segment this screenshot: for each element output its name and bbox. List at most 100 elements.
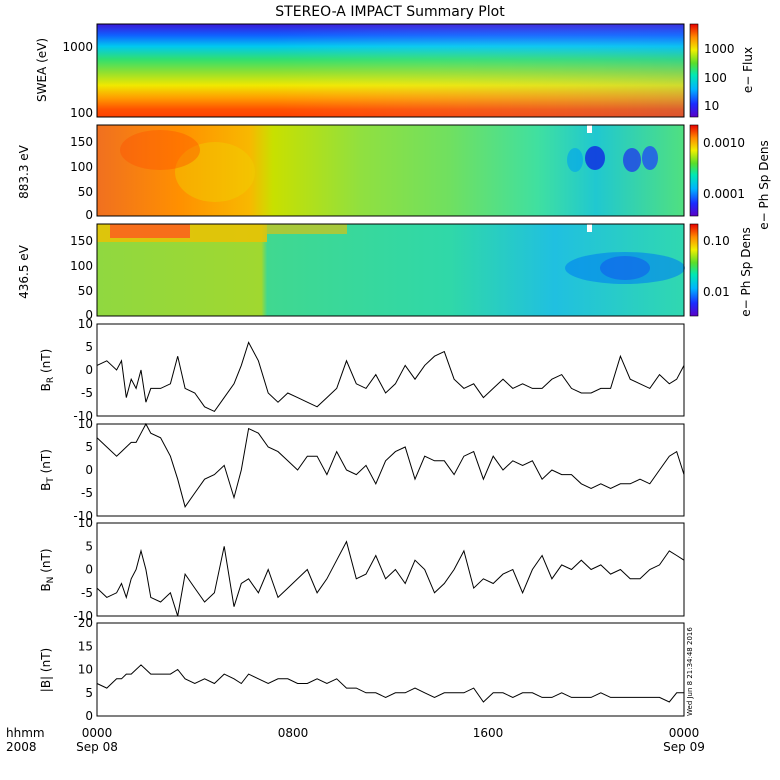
pad-436-ytick-100: 100 (70, 259, 93, 273)
creation-stamp: Wed Jun 8 21:34:48 2016 (686, 627, 694, 716)
br-panel-frame (96, 323, 685, 417)
bt-panel-frame (96, 423, 685, 517)
pad-883-colorbar (689, 124, 699, 217)
pad-436-cbar-tick-low: 0.01 (703, 285, 730, 299)
ytick-label: 5 (85, 340, 93, 354)
swea-cbar-tick-100: 100 (704, 71, 727, 85)
time-date-end: Sep 09 (663, 740, 705, 754)
ytick-label: -5 (81, 386, 93, 400)
ytick-label: 10 (78, 516, 93, 530)
ytick-label: 10 (78, 663, 93, 677)
pad-436-patch (110, 224, 190, 238)
bn-panel-frame (96, 522, 685, 617)
ytick-label: 5 (85, 539, 93, 553)
bmag-y-axis-label: |B| (nT) (39, 648, 53, 692)
bn-units: (nT) (39, 548, 53, 576)
ytick-label: 5 (85, 440, 93, 454)
bn-subscript: N (46, 577, 56, 584)
bn-ticks: 10 5 0 -5 -10 (73, 516, 93, 623)
bn-panel: 10 5 0 -5 -10 BN (nT) (39, 516, 685, 623)
pad-436-patch (600, 256, 650, 280)
pad-436-cbar-tick-high: 0.10 (703, 234, 730, 248)
ytick-label: 0 (85, 463, 93, 477)
ytick-label: -10 (73, 509, 93, 523)
pad-883-cbar-tick-low: 0.0001 (703, 187, 745, 201)
plot-title: STEREO-A IMPACT Summary Plot (275, 4, 505, 20)
pad-436-ytick-150: 150 (70, 234, 93, 248)
bt-series-line (96, 422, 685, 508)
pad-883-patch (623, 148, 641, 172)
bmag-ticks: 20 15 10 5 0 (78, 616, 93, 723)
ytick-label: 10 (78, 317, 93, 331)
swea-ytick-100: 100 (70, 106, 93, 120)
bmag-panel-frame (96, 622, 685, 717)
pad-436-frame (96, 223, 685, 317)
pad-883-cbar-tick-high: 0.0010 (703, 136, 745, 150)
pad-883-patch (175, 142, 255, 202)
ytick-label: 5 (85, 686, 93, 700)
swea-y-axis-label: SWEA (eV) (35, 38, 49, 102)
pad-883-panel: 150 100 50 0 883.3 eV 0.0010 0.0001 e− P… (17, 124, 771, 230)
br-series-line (96, 341, 685, 413)
bt-ticks: 10 5 0 -5 -10 (73, 417, 93, 523)
ytick-label: 0 (85, 363, 93, 377)
br-ticks: 10 5 0 -5 -10 (73, 317, 93, 423)
bt-subscript: T (46, 477, 56, 484)
bt-panel: 10 5 0 -5 -10 BT (nT) (39, 417, 685, 523)
br-y-axis-label: BR (nT) (39, 349, 56, 392)
swea-cbar-tick-1000: 1000 (704, 42, 735, 56)
pad-883-ytick-50: 50 (78, 185, 93, 199)
pad-436-patch (267, 224, 347, 234)
ytick-label: 0 (85, 563, 93, 577)
time-tick-1600: 1600 (473, 726, 504, 740)
pad-883-colorbar-label: e− Ph Sp Dens (757, 140, 771, 229)
bt-y-axis-label: BT (nT) (39, 449, 56, 491)
swea-colorbar (689, 23, 699, 118)
bt-units: (nT) (39, 449, 53, 477)
pad-436-colorbar-label: e− Ph Sp Dens (739, 227, 753, 316)
ytick-label: 10 (78, 417, 93, 431)
bmag-panel: 20 15 10 5 0 |B| (nT) Wed Jun 8 21:34:48 201… (39, 616, 694, 723)
ytick-label: 20 (78, 616, 93, 630)
pad-883-ytick-150: 150 (70, 135, 93, 149)
pad-883-patch (567, 148, 583, 172)
ytick-label: -10 (73, 609, 93, 623)
pad-883-ytick-0: 0 (85, 208, 93, 222)
pad-883-patch (120, 130, 200, 170)
swea-spectrogram-panel: 1000 100 SWEA (eV) 1000 100 10 e− Flux (35, 23, 755, 120)
pad-436-ytick-0: 0 (85, 308, 93, 322)
time-tick-0000-start: 0000 (82, 726, 113, 740)
ytick-label: 15 (78, 639, 93, 653)
pad-436-colorbar (689, 223, 699, 317)
time-date-start: Sep 08 (76, 740, 118, 754)
pad-883-ytick-100: 100 (70, 160, 93, 174)
bmag-series-line (96, 664, 684, 703)
swea-cbar-tick-10: 10 (704, 99, 719, 113)
time-axis-hhmm: hhmm (6, 726, 45, 740)
pad-436-ytick-50: 50 (78, 284, 93, 298)
br-subscript: R (46, 377, 56, 383)
ytick-label: -5 (81, 586, 93, 600)
time-tick-0000-end: 0000 (669, 726, 700, 740)
br-units: (nT) (39, 349, 53, 377)
pad-883-blue-patches (120, 130, 658, 202)
pad-883-patch (585, 146, 605, 170)
pad-436-y-axis-label: 436.5 eV (17, 244, 31, 299)
ytick-label: -5 (81, 486, 93, 500)
bn-series-line (96, 540, 685, 617)
swea-panel-frame (96, 23, 685, 118)
pad-436-gap (587, 224, 592, 232)
swea-colorbar-label: e− Flux (741, 47, 755, 93)
ytick-label: -10 (73, 409, 93, 423)
pad-883-gap (587, 125, 592, 133)
pad-883-patch (642, 146, 658, 170)
time-tick-0800: 0800 (278, 726, 309, 740)
bn-y-axis-label: BN (nT) (39, 548, 56, 591)
ytick-label: 0 (85, 709, 93, 723)
time-axis-year: 2008 (6, 740, 37, 754)
pad-436-patches (97, 224, 685, 284)
time-axis: hhmm 2008 0000 Sep 08 0800 1600 0000 Sep… (6, 726, 705, 754)
pad-883-image (97, 125, 684, 216)
pad-883-frame (96, 124, 685, 217)
